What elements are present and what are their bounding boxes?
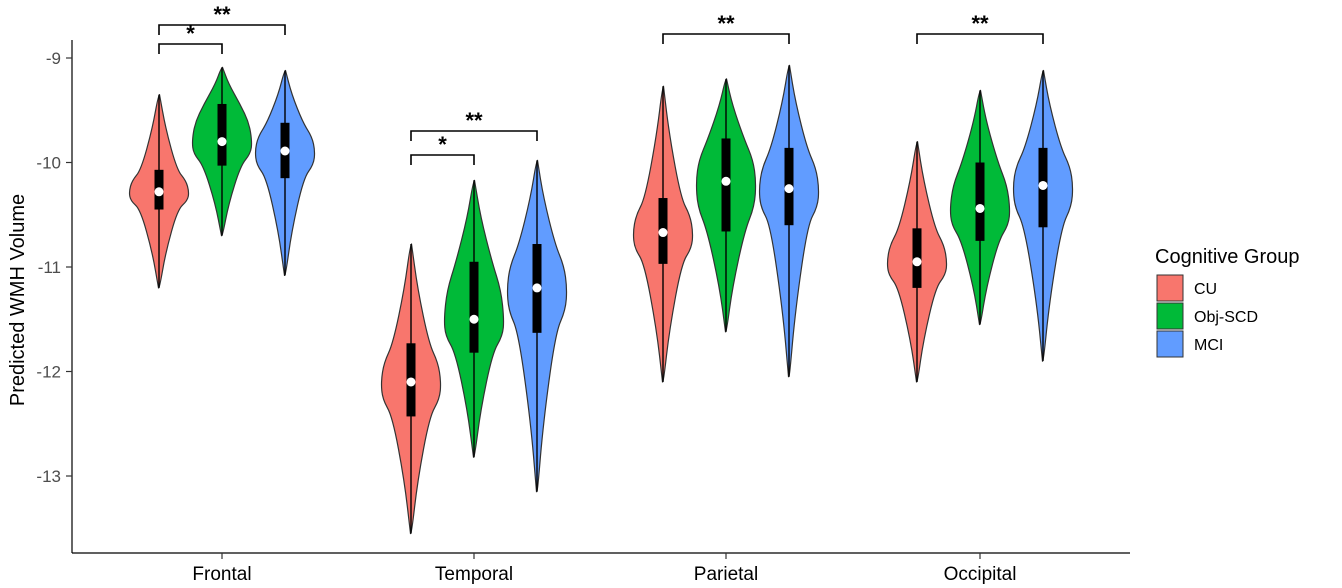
legend-swatch <box>1156 302 1184 330</box>
legend-swatch <box>1156 330 1184 358</box>
x-tick-label-parietal: Parietal <box>694 564 758 585</box>
violin-median-point <box>721 176 731 186</box>
bracket-line <box>158 43 223 54</box>
legend-items: CU Obj-SCD MCI <box>1156 274 1258 358</box>
violin-mci-temporal <box>506 159 568 493</box>
significance-annotations: ******** ** <box>158 2 1044 165</box>
bracket-line <box>410 154 475 165</box>
significance-label: ** <box>971 11 989 36</box>
significance-bracket: * <box>410 132 475 165</box>
x-ticks: Frontal Temporal Parietal Occipital <box>192 553 1016 585</box>
significance-label: * <box>186 21 195 46</box>
y-tick-label: -9 <box>46 49 61 68</box>
y-tick-label: -10 <box>36 154 61 173</box>
legend-swatch <box>1156 274 1184 302</box>
x-tick-label-temporal: Temporal <box>435 564 513 585</box>
legend-item-obj-scd: Obj-SCD <box>1156 302 1258 330</box>
bracket-line <box>158 24 286 35</box>
violin-cu-frontal <box>128 93 190 289</box>
y-tick-label: -11 <box>38 258 61 277</box>
legend-title: Cognitive Group <box>1155 246 1300 268</box>
violin-median-point <box>658 228 668 238</box>
bracket-line <box>916 33 1044 44</box>
violin-median-point <box>912 257 922 267</box>
y-axis-title: Predicted WMH Volume <box>7 194 29 406</box>
violin-median-point <box>1038 180 1048 190</box>
violin-obj-scd-parietal <box>695 78 757 333</box>
significance-bracket: ** <box>410 108 538 141</box>
y-tick-label: -13 <box>36 467 61 486</box>
legend-label: MCI <box>1194 337 1223 354</box>
violin-obj-scd-temporal <box>443 179 505 458</box>
violin-median-point <box>280 146 290 156</box>
significance-label: * <box>438 132 447 157</box>
violin-cu-parietal <box>632 85 694 383</box>
violin-iqr-box <box>469 261 479 353</box>
legend: Cognitive Group CU Obj-SCD MCI <box>1155 246 1300 358</box>
legend-item-cu: CU <box>1156 274 1217 302</box>
significance-bracket: ** <box>158 2 286 35</box>
violin-iqr-box <box>975 162 985 241</box>
violin-iqr-box <box>217 103 227 166</box>
significance-bracket: ** <box>916 11 1044 44</box>
x-tick-label-occipital: Occipital <box>944 564 1017 585</box>
legend-label: CU <box>1194 281 1217 298</box>
plot-area <box>128 64 1074 535</box>
y-tick-label: -12 <box>36 363 61 382</box>
violin-median-point <box>406 377 416 387</box>
significance-bracket: * <box>158 21 223 54</box>
significance-bracket: ** <box>662 11 790 44</box>
bracket-line <box>410 130 538 141</box>
violin-obj-scd-frontal <box>191 66 253 237</box>
violin-median-point <box>469 314 479 324</box>
violin-median-point <box>975 203 985 213</box>
y-ticks: -9 -10 -11 -12 -13 <box>36 49 72 486</box>
significance-label: ** <box>717 11 735 36</box>
axes: -9 -10 -11 -12 -13 Frontal Temporal Parietal Oc… <box>7 40 1130 585</box>
violin-cu-occipital <box>886 140 948 383</box>
violin-mci-parietal <box>758 64 820 378</box>
violin-mci-frontal <box>254 69 316 276</box>
violin-obj-scd-occipital <box>949 89 1011 326</box>
significance-label: ** <box>213 2 231 27</box>
significance-label: ** <box>465 108 483 133</box>
violin-median-point <box>784 184 794 194</box>
violin-mci-occipital <box>1012 69 1074 362</box>
legend-item-mci: MCI <box>1156 330 1223 358</box>
violin-cu-temporal <box>380 243 442 535</box>
x-tick-label-frontal: Frontal <box>192 564 251 585</box>
bracket-line <box>662 33 790 44</box>
violin-median-point <box>532 283 542 293</box>
violin-median-point <box>217 137 227 147</box>
legend-label: Obj-SCD <box>1194 309 1258 326</box>
violin-median-point <box>154 187 164 197</box>
